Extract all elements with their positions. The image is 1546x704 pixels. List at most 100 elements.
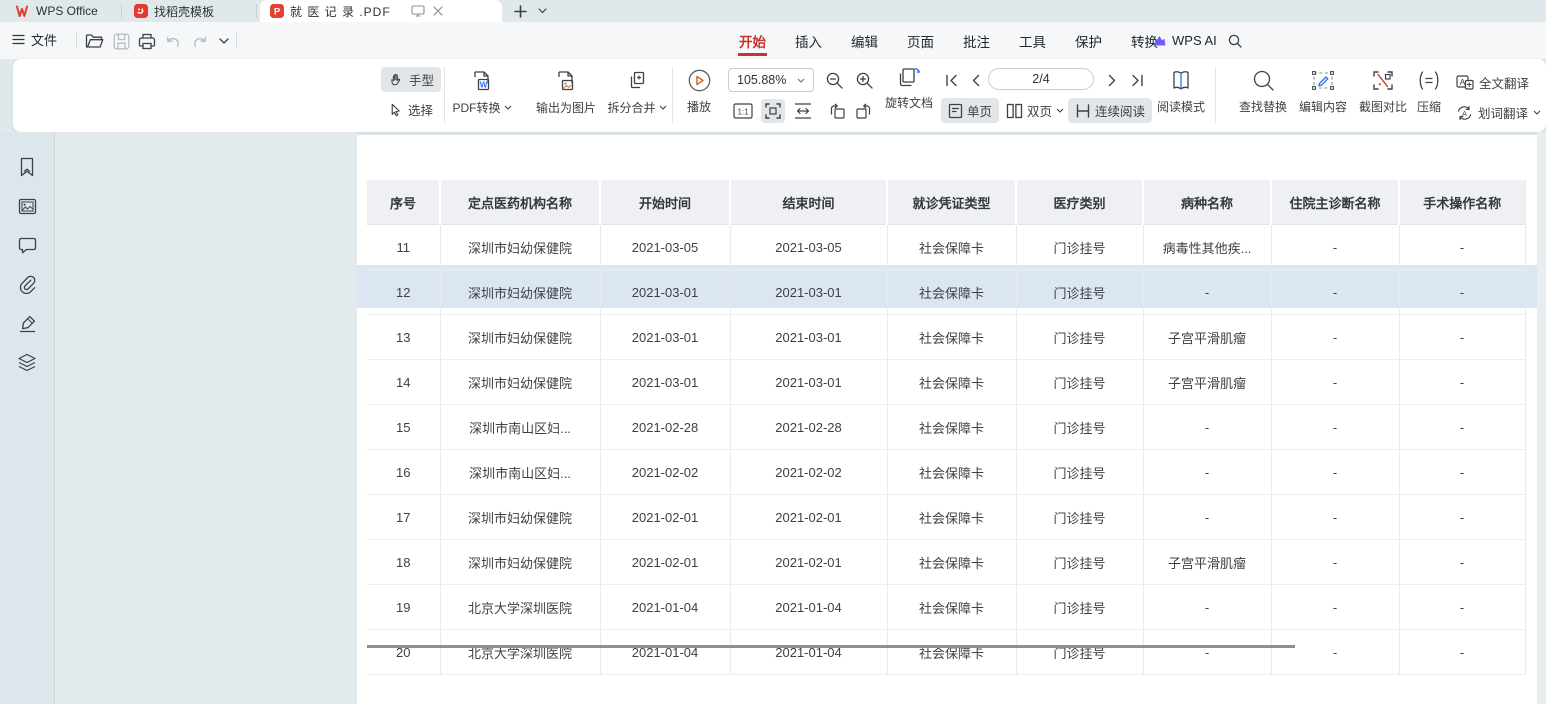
table-cell[interactable]: 社会保障卡 bbox=[887, 314, 1017, 360]
table-cell[interactable]: - bbox=[1271, 314, 1400, 360]
table-cell[interactable]: 社会保障卡 bbox=[887, 404, 1017, 450]
tab-docer-templates[interactable]: 找稻壳模板 bbox=[124, 0, 254, 22]
table-cell[interactable]: - bbox=[1271, 539, 1400, 585]
redo-icon[interactable] bbox=[187, 29, 211, 53]
menu-tab-5[interactable]: 工具 bbox=[1019, 34, 1046, 50]
export-image-button[interactable]: 输出为图片 bbox=[528, 68, 604, 116]
table-cell[interactable]: 门诊挂号 bbox=[1016, 584, 1144, 630]
table-cell[interactable]: 2021-03-01 bbox=[730, 314, 888, 360]
table-cell[interactable]: - bbox=[1143, 449, 1272, 495]
screenshot-compare-button[interactable]: 截图对比 bbox=[1351, 68, 1415, 115]
menu-tab-3[interactable]: 页面 bbox=[907, 34, 934, 50]
table-cell[interactable]: - bbox=[1271, 269, 1400, 315]
table-cell[interactable]: 2021-01-04 bbox=[730, 584, 888, 630]
file-menu-button[interactable]: 文件 bbox=[12, 30, 57, 49]
table-cell[interactable]: - bbox=[1271, 494, 1400, 540]
table-cell[interactable]: 17 bbox=[367, 494, 441, 540]
undo-icon[interactable] bbox=[161, 29, 185, 53]
table-cell[interactable]: 深圳市妇幼保健院 bbox=[440, 494, 601, 540]
table-cell[interactable]: - bbox=[1399, 539, 1526, 585]
full-translate-button[interactable]: A 全文翻译 bbox=[1449, 70, 1536, 95]
table-row[interactable]: 11 深圳市妇幼保健院 2021-03-05 2021-03-05 社会保障卡 门诊挂号病… bbox=[367, 224, 1526, 270]
split-merge-button[interactable]: 拆分合并 bbox=[601, 68, 673, 116]
table-cell[interactable]: - bbox=[1143, 584, 1272, 630]
zoom-out-button[interactable] bbox=[822, 68, 846, 92]
pdf-convert-button[interactable]: W PDF转换 bbox=[446, 68, 518, 116]
table-cell[interactable]: 社会保障卡 bbox=[887, 449, 1017, 495]
close-tab-icon[interactable] bbox=[433, 6, 443, 16]
table-cell[interactable]: 门诊挂号 bbox=[1016, 539, 1144, 585]
menu-tab-4[interactable]: 批注 bbox=[963, 34, 990, 50]
table-cell[interactable]: 2021-01-04 bbox=[730, 629, 888, 675]
table-row[interactable]: 12 深圳市妇幼保健院 2021-03-01 2021-03-01 社会保障卡 门诊挂号 -… bbox=[367, 269, 1526, 315]
compress-button[interactable]: 压缩 bbox=[1409, 68, 1449, 115]
table-cell[interactable]: - bbox=[1143, 494, 1272, 540]
next-page-button[interactable] bbox=[1100, 68, 1124, 92]
table-cell[interactable]: 12 bbox=[367, 269, 441, 315]
table-cell[interactable]: 社会保障卡 bbox=[887, 269, 1017, 315]
table-cell[interactable]: 16 bbox=[367, 449, 441, 495]
table-cell[interactable]: 2021-03-05 bbox=[730, 224, 888, 270]
table-cell[interactable]: 社会保障卡 bbox=[887, 539, 1017, 585]
fit-page-button[interactable] bbox=[761, 99, 785, 123]
menu-tab-1[interactable]: 插入 bbox=[795, 34, 822, 50]
table-cell[interactable]: 2021-02-02 bbox=[600, 449, 731, 495]
table-cell[interactable]: 子宫平滑肌瘤 bbox=[1143, 314, 1272, 360]
table-row[interactable]: 18 深圳市妇幼保健院 2021-02-01 2021-02-01 社会保障卡 门诊挂号子… bbox=[367, 539, 1526, 585]
table-cell[interactable]: - bbox=[1271, 584, 1400, 630]
play-button[interactable]: 播放 bbox=[675, 68, 723, 115]
table-row[interactable]: 20 北京大学深圳医院 2021-01-04 2021-01-04 社会保障卡 门诊挂号 -… bbox=[367, 629, 1526, 675]
table-cell[interactable]: 15 bbox=[367, 404, 441, 450]
word-translate-button[interactable]: A 划词翻译 bbox=[1449, 100, 1546, 125]
actual-size-button[interactable]: 1:1 bbox=[731, 99, 755, 123]
menu-tab-wps-ai[interactable]: WPS AI bbox=[1152, 22, 1217, 59]
table-row[interactable]: 14 深圳市妇幼保健院 2021-03-01 2021-03-01 社会保障卡 门诊挂号子… bbox=[367, 359, 1526, 405]
tab-wps-office[interactable]: WPS Office bbox=[6, 0, 118, 22]
table-cell[interactable]: - bbox=[1399, 449, 1526, 495]
table-cell[interactable]: 2021-03-01 bbox=[600, 269, 731, 315]
table-cell[interactable]: 门诊挂号 bbox=[1016, 359, 1144, 405]
table-cell[interactable]: 2021-03-01 bbox=[730, 269, 888, 315]
table-cell[interactable]: 2021-02-28 bbox=[730, 404, 888, 450]
rotate-right-button[interactable] bbox=[852, 99, 876, 123]
table-cell[interactable]: 2021-01-04 bbox=[600, 584, 731, 630]
comment-icon[interactable] bbox=[16, 234, 38, 256]
rotate-left-button[interactable] bbox=[824, 99, 848, 123]
read-mode-button[interactable]: 阅读模式 bbox=[1148, 68, 1214, 115]
table-cell[interactable]: 11 bbox=[367, 224, 441, 270]
table-cell[interactable]: 门诊挂号 bbox=[1016, 629, 1144, 675]
table-cell[interactable]: 2021-01-04 bbox=[600, 629, 731, 675]
page-indicator-field[interactable]: 2/4 bbox=[988, 68, 1094, 90]
table-cell[interactable]: 2021-02-01 bbox=[730, 494, 888, 540]
fit-width-button[interactable] bbox=[791, 99, 815, 123]
table-cell[interactable]: 深圳市南山区妇... bbox=[440, 404, 601, 450]
table-cell[interactable]: 子宫平滑肌瘤 bbox=[1143, 539, 1272, 585]
table-cell[interactable]: 14 bbox=[367, 359, 441, 405]
double-page-button[interactable]: 双页 bbox=[999, 98, 1071, 123]
last-page-button[interactable] bbox=[1125, 68, 1149, 92]
first-page-button[interactable] bbox=[939, 68, 963, 92]
layers-icon[interactable] bbox=[16, 351, 38, 373]
table-cell[interactable]: 深圳市妇幼保健院 bbox=[440, 359, 601, 405]
thumbnail-image-icon[interactable] bbox=[16, 195, 38, 217]
table-cell[interactable]: - bbox=[1399, 494, 1526, 540]
single-page-button[interactable]: 单页 bbox=[941, 98, 1000, 123]
table-cell[interactable]: 2021-02-01 bbox=[730, 539, 888, 585]
table-cell[interactable]: 2021-03-05 bbox=[600, 224, 731, 270]
quickbar-chevron-icon[interactable] bbox=[212, 29, 236, 53]
table-cell[interactable]: 门诊挂号 bbox=[1016, 314, 1144, 360]
find-replace-button[interactable]: 查找替换 bbox=[1231, 68, 1295, 115]
table-cell[interactable]: 病毒性其他疾... bbox=[1143, 224, 1272, 270]
hand-tool-button[interactable]: 手型 bbox=[381, 67, 442, 92]
table-cell[interactable]: 2021-02-01 bbox=[600, 539, 731, 585]
table-cell[interactable]: - bbox=[1271, 629, 1400, 675]
open-file-icon[interactable] bbox=[82, 29, 106, 53]
table-cell[interactable]: 深圳市南山区妇... bbox=[440, 449, 601, 495]
edit-content-button[interactable]: 编辑内容 bbox=[1291, 68, 1355, 115]
table-cell[interactable]: - bbox=[1271, 224, 1400, 270]
table-cell[interactable]: - bbox=[1271, 359, 1400, 405]
table-cell[interactable]: 门诊挂号 bbox=[1016, 269, 1144, 315]
select-tool-button[interactable]: 选择 bbox=[381, 97, 440, 122]
menu-tab-2[interactable]: 编辑 bbox=[851, 34, 878, 50]
table-cell[interactable]: - bbox=[1271, 449, 1400, 495]
